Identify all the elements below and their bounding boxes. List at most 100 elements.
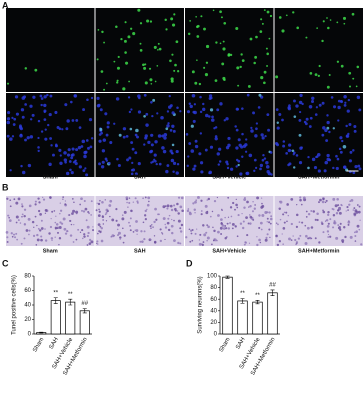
cell <box>58 148 62 152</box>
cell <box>32 95 36 99</box>
cell <box>346 205 349 209</box>
cell <box>96 202 98 204</box>
cell <box>44 228 46 230</box>
group-label: Sham <box>43 248 58 254</box>
cell <box>227 196 230 199</box>
significance-mark: ## <box>269 282 276 288</box>
cell <box>115 25 118 28</box>
cell <box>63 227 67 231</box>
cell <box>199 110 203 114</box>
cell <box>152 226 154 229</box>
y-tick-label: 60 <box>24 288 31 294</box>
cell <box>89 238 92 241</box>
cell <box>192 110 196 114</box>
cell <box>336 197 339 201</box>
cell <box>73 201 75 204</box>
cell <box>295 225 299 228</box>
cell <box>281 29 285 33</box>
cell <box>95 209 98 212</box>
cell <box>172 170 175 173</box>
cell <box>324 201 327 204</box>
cell <box>199 233 202 236</box>
cell <box>278 16 282 19</box>
cell <box>259 167 262 171</box>
cell <box>171 152 174 155</box>
cell <box>254 204 256 206</box>
cell <box>195 199 197 201</box>
cell <box>130 209 133 213</box>
cell <box>198 152 202 156</box>
cell <box>109 199 113 203</box>
cell <box>116 81 119 84</box>
cell <box>157 42 160 45</box>
cell <box>241 212 243 215</box>
cell <box>68 160 72 163</box>
cell <box>337 224 339 226</box>
cell <box>293 166 296 169</box>
cell <box>90 200 93 203</box>
cell <box>332 105 337 109</box>
cell <box>319 198 322 202</box>
group-label: SAH+Metformin <box>298 174 340 180</box>
cell <box>269 236 271 239</box>
cell <box>137 162 141 166</box>
cell <box>200 213 203 216</box>
cell <box>339 228 342 231</box>
cell <box>115 97 120 101</box>
cell <box>117 231 121 235</box>
cell <box>219 42 222 45</box>
cell <box>188 102 192 106</box>
cell <box>14 236 17 239</box>
cell <box>135 220 138 223</box>
cell <box>143 114 146 118</box>
cell <box>230 167 234 171</box>
cell <box>166 110 170 113</box>
cell <box>123 210 127 214</box>
cell <box>75 210 79 214</box>
cell <box>113 122 116 125</box>
cell <box>98 162 102 166</box>
cell <box>355 210 359 214</box>
cell <box>97 202 101 206</box>
cell <box>111 234 115 238</box>
cell <box>102 138 107 142</box>
cell <box>96 104 101 108</box>
cell <box>237 138 241 142</box>
cell <box>267 128 271 132</box>
cell <box>134 197 137 200</box>
cell <box>348 85 352 88</box>
error-bar <box>270 289 275 297</box>
cell <box>109 141 113 145</box>
cell <box>21 213 24 216</box>
cell <box>305 36 308 39</box>
cell <box>38 201 41 204</box>
cell <box>72 161 76 164</box>
cell <box>295 241 299 244</box>
cell <box>189 104 193 109</box>
cell <box>116 157 119 161</box>
cell <box>354 240 357 242</box>
cell <box>200 210 203 212</box>
cell <box>301 221 304 224</box>
cell <box>276 121 279 124</box>
cell <box>58 237 62 240</box>
cell <box>150 227 152 229</box>
cell <box>206 210 209 213</box>
cell <box>98 208 100 211</box>
cell <box>282 227 286 230</box>
cell <box>259 241 262 244</box>
cell <box>329 235 332 238</box>
cell <box>213 229 216 233</box>
cell <box>192 167 196 171</box>
cell <box>155 218 158 221</box>
cell <box>282 144 286 148</box>
cell <box>85 139 89 142</box>
cell <box>196 228 198 230</box>
y-tick-label: 80 <box>24 274 31 280</box>
cell <box>115 219 118 222</box>
cell <box>209 108 214 112</box>
cell <box>101 30 104 34</box>
cell <box>7 111 11 115</box>
cell <box>342 144 347 149</box>
cell <box>296 204 298 206</box>
